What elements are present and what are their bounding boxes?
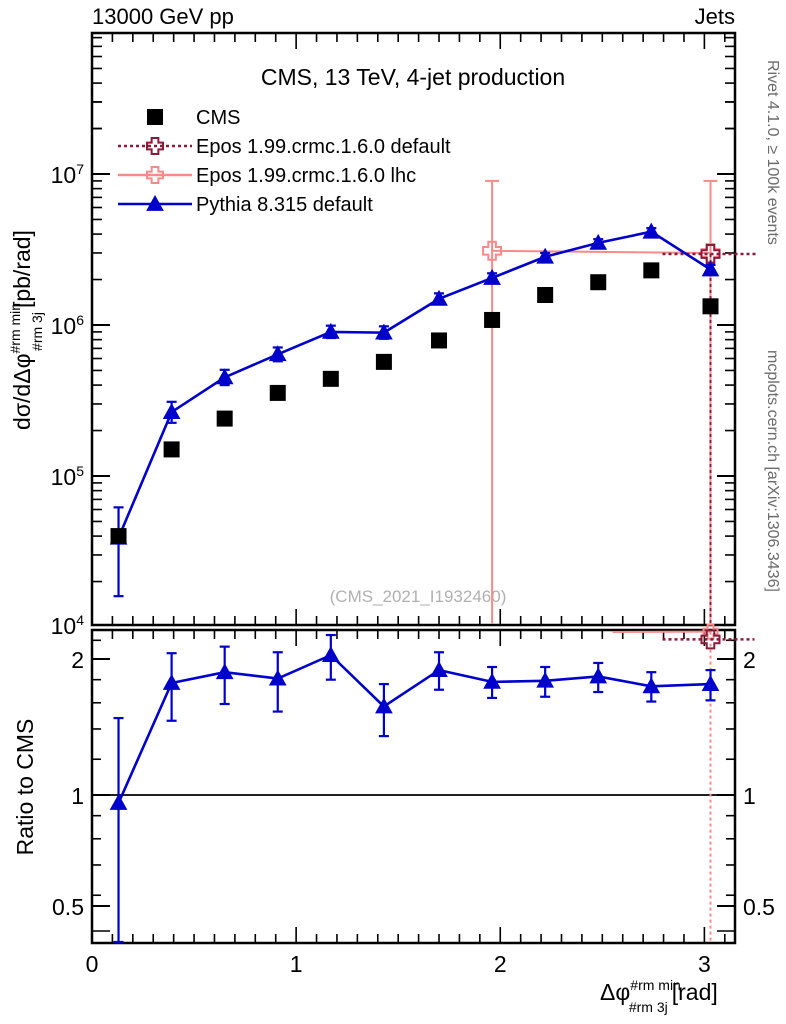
ytick-label-1e7: 107: [51, 161, 85, 188]
plot-title: CMS, 13 TeV, 4-jet production: [261, 64, 565, 90]
side-text-bottom: mcplots.cern.ch [arXiv:1306.3436]: [764, 350, 781, 592]
legend: CMS Epos 1.99.crmc.1.6.0 default Epos 1.99…: [118, 107, 451, 216]
legend-marker-triangle-icon: [146, 194, 164, 211]
legend-label-0: CMS: [196, 107, 240, 129]
ratio-x-ticks: [111, 630, 726, 943]
xlabel-sub-text: #rm 3j: [629, 999, 668, 1015]
xlabel-main-text: Δφ: [600, 979, 630, 1005]
main-y-major-ticks: [92, 173, 735, 626]
main-data-layer: [109, 179, 757, 624]
x-tick-labels: 0 1 2 3: [86, 951, 711, 977]
svg-text:dσ/dΔφ#rm min#rm 3j[pb/rad]: dσ/dΔφ#rm min #rm 3j [pb/rad]: [7, 230, 45, 430]
ylabel-main-text: dσ/dΔφ: [9, 354, 35, 430]
main-panel-frame: [90, 31, 737, 627]
xlabel-sup-text: #rm min: [630, 977, 681, 993]
main-ylabel: dσ/dΔφ#rm min #rm 3j [pb/rad]: [7, 230, 45, 430]
ylabel-sup-text: #rm min: [7, 303, 23, 354]
legend-marker-square-icon: [147, 109, 163, 125]
header-right-label: Jets: [695, 4, 735, 29]
legend-label-3: Pythia 8.315 default: [196, 194, 373, 216]
main-y-tick-labels: 107 106 105 104: [51, 161, 85, 639]
ratio-panel: 2 1 0.5 2 1 0.5: [52, 623, 775, 945]
ratio-ytick-label-1: 1: [71, 783, 84, 809]
ratio-ytick-label-1-right: 1: [743, 783, 756, 809]
xlabel-unit-text: [rad]: [672, 979, 718, 1005]
legend-item-0[interactable]: CMS: [147, 107, 240, 129]
legend-marker-cross-icon: [146, 166, 164, 184]
legend-item-3[interactable]: Pythia 8.315 default: [118, 194, 373, 216]
ratio-ylabel: Ratio to CMS: [12, 719, 38, 856]
side-text-top: Rivet 4.1.0, ≥ 100k events: [764, 60, 781, 245]
legend-label-2: Epos 1.99.crmc.1.6.0 lhc: [196, 165, 416, 187]
legend-label-1: Epos 1.99.crmc.1.6.0 default: [196, 136, 451, 158]
watermark-label: (CMS_2021_I1932460): [330, 587, 507, 606]
ratio-y-tick-labels: 2 1 0.5 2 1 0.5: [52, 647, 775, 920]
main-y-minor-ticks: [92, 36, 735, 583]
ratio-data-layer: [109, 623, 755, 944]
ratio-panel-frame: [90, 628, 737, 945]
ratio-ytick-label-2: 2: [71, 647, 84, 673]
main-x-ticks: [111, 33, 726, 625]
ratio-ytick-label-2-right: 2: [743, 647, 756, 673]
ytick-label-1e4: 104: [51, 612, 85, 639]
x-axis-label: Δφ#rm min #rm 3j[rad]: [600, 977, 718, 1015]
xtick-label-2: 2: [494, 951, 507, 977]
svg-text:mcplots.cern.ch [arXiv:1306.34: mcplots.cern.ch [arXiv:1306.3436]: [764, 350, 781, 592]
svg-text:Rivet 4.1.0, ≥ 100k events: Rivet 4.1.0, ≥ 100k events: [764, 60, 781, 245]
xtick-label-0: 0: [86, 951, 99, 977]
ylabel-unit-text: [pb/rad]: [9, 230, 35, 308]
header-left-label: 13000 GeV pp: [92, 4, 234, 29]
xtick-label-3: 3: [698, 951, 711, 977]
legend-item-1[interactable]: Epos 1.99.crmc.1.6.0 default: [118, 136, 451, 158]
legend-marker-cross-icon: [146, 137, 164, 155]
xtick-label-1: 1: [290, 951, 303, 977]
ratio-ytick-label-05-right: 0.5: [743, 894, 775, 920]
ylabel-sub-text: #rm 3j: [29, 312, 45, 351]
ytick-label-1e5: 105: [51, 463, 85, 490]
ytick-label-1e6: 106: [51, 312, 85, 339]
ratio-y-major-ticks: [92, 658, 735, 907]
svg-text:Ratio to CMS: Ratio to CMS: [12, 719, 38, 856]
legend-item-2[interactable]: Epos 1.99.crmc.1.6.0 lhc: [118, 165, 416, 187]
ratio-ytick-label-05: 0.5: [52, 894, 84, 920]
